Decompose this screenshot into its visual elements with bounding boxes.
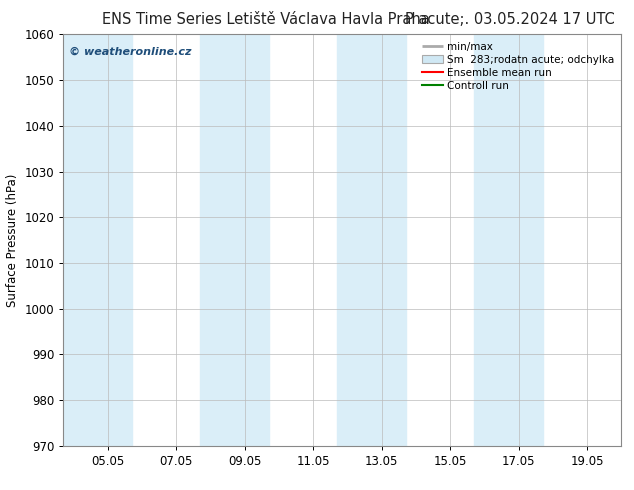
Bar (200, 34, 269, 446)
Bar (474, 34, 543, 446)
Text: © weatheronline.cz: © weatheronline.cz (69, 47, 191, 57)
Y-axis label: Surface Pressure (hPa): Surface Pressure (hPa) (6, 173, 19, 307)
Legend: min/max, Sm  283;rodatn acute; odchylka, Ensemble mean run, Controll run: min/max, Sm 283;rodatn acute; odchylka, … (418, 37, 618, 95)
Bar (63, 34, 132, 446)
Text: P acute;. 03.05.2024 17 UTC: P acute;. 03.05.2024 17 UTC (405, 12, 615, 27)
Text: ENS Time Series Letiště Václava Havla Praha: ENS Time Series Letiště Václava Havla Pr… (103, 12, 430, 27)
Bar (337, 34, 406, 446)
